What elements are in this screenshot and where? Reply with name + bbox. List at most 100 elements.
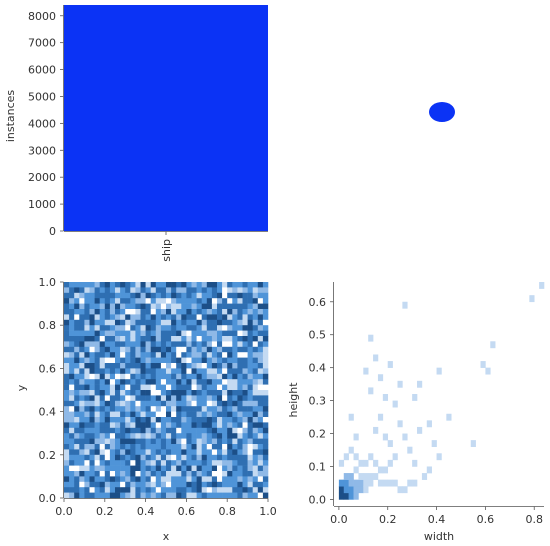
heatmap-cell [206, 292, 213, 299]
heatmap-cell [262, 292, 269, 299]
heatmap-cell [257, 357, 264, 364]
histogram-cell [358, 473, 364, 480]
heatmap-cell [64, 379, 70, 385]
heatmap-cell [242, 314, 248, 321]
heatmap-cell [64, 341, 70, 348]
heatmap-cell [166, 481, 172, 488]
heatmap-cell [130, 471, 136, 477]
heatmap-cell [155, 298, 162, 304]
heatmap-cell [211, 336, 218, 342]
heatmap-cell [171, 352, 177, 358]
heatmap-cell [217, 427, 223, 434]
heatmap-cell [79, 341, 85, 348]
heatmap-cell [115, 330, 121, 337]
heatmap-cell [206, 314, 213, 321]
heatmap-cell [89, 384, 95, 391]
heatmap-cell [186, 449, 192, 456]
heatmap-cell [176, 319, 182, 326]
heatmap-cell [257, 346, 264, 353]
heatmap-cell [79, 363, 85, 369]
heatmap-cell [104, 303, 111, 310]
heatmap-cell [242, 282, 248, 288]
heatmap-cell [145, 476, 151, 483]
heatmap-cell [257, 400, 264, 407]
heatmap-cell [94, 465, 100, 472]
heatmap-cell [104, 406, 111, 412]
histogram-cell [348, 479, 354, 487]
heatmap-cell [89, 476, 95, 483]
heatmap-cell [181, 460, 187, 466]
heatmap-cell [232, 314, 238, 321]
heatmap-cell [186, 438, 192, 445]
heatmap-cell [120, 341, 126, 348]
heatmap-cell [196, 341, 202, 348]
heatmap-cell [186, 325, 192, 331]
heatmap-cell [150, 373, 157, 380]
heatmap-cell [145, 438, 151, 445]
heatmap-cell [206, 330, 213, 337]
heatmap-cell [196, 330, 202, 337]
heatmap-cell [217, 487, 223, 493]
heatmap-cell [84, 417, 90, 423]
heatmap-cell [227, 433, 233, 439]
heatmap-cell [181, 341, 187, 348]
heatmap-cell [176, 460, 182, 466]
histogram-cell [387, 459, 393, 467]
x-tick-label: 0.6 [178, 505, 196, 518]
heatmap-cell [166, 454, 172, 461]
heatmap-cell [191, 330, 197, 337]
heatmap-cell [160, 417, 167, 423]
heatmap-cell [160, 298, 167, 304]
x-tick-label: 0.6 [477, 513, 495, 526]
heatmap-cell [196, 336, 202, 342]
heatmap-cell [135, 390, 141, 396]
heatmap-cell [232, 422, 238, 429]
heatmap-cell [232, 406, 238, 412]
heatmap-cell [99, 336, 106, 342]
heatmap-cell [140, 363, 146, 369]
histogram-cell [348, 492, 354, 500]
heatmap-cell [196, 476, 202, 483]
heatmap-cell [130, 400, 136, 407]
histogram-cell [363, 473, 369, 480]
heatmap-cell [94, 476, 100, 483]
heatmap-cell [79, 454, 85, 461]
heatmap-cell [237, 400, 243, 407]
heatmap-cell [196, 487, 202, 493]
heatmap-cell [242, 400, 248, 407]
heatmap-cell [79, 325, 85, 331]
heatmap-cell [109, 471, 116, 477]
heatmap-cell [89, 438, 95, 445]
heatmap-cell [135, 465, 141, 472]
heatmap-cell [257, 411, 264, 418]
heatmap-cell [181, 303, 187, 310]
histogram-cell [402, 486, 408, 494]
heatmap-cell [191, 492, 197, 499]
heatmap-cell [125, 292, 131, 299]
heatmap-cell [120, 373, 126, 380]
heatmap-cell [237, 346, 243, 353]
histogram-cell [338, 459, 345, 467]
heatmap-cell [99, 287, 106, 294]
heatmap-cell [217, 330, 223, 337]
heatmap-cell [196, 454, 202, 461]
heatmap-cell [79, 487, 85, 493]
heatmap-cell [104, 282, 111, 288]
heatmap-cell [227, 411, 233, 418]
heatmap-cell [115, 411, 121, 418]
heatmap-cell [257, 287, 264, 294]
heatmap-cell [125, 449, 131, 456]
heatmap-cell [69, 422, 75, 429]
histogram-cell [368, 387, 374, 395]
heatmap-cell [176, 336, 182, 342]
heatmap-cell [196, 298, 202, 304]
heatmap-cell [104, 384, 111, 391]
histogram-cell [377, 413, 384, 421]
heatmap-cell [94, 471, 100, 477]
heatmap-cell [186, 454, 192, 461]
histogram-cell [368, 334, 374, 342]
heatmap-cell [115, 384, 121, 391]
heatmap-cell [94, 438, 100, 445]
heatmap-cell [89, 390, 95, 396]
heatmap-cell [222, 411, 228, 418]
